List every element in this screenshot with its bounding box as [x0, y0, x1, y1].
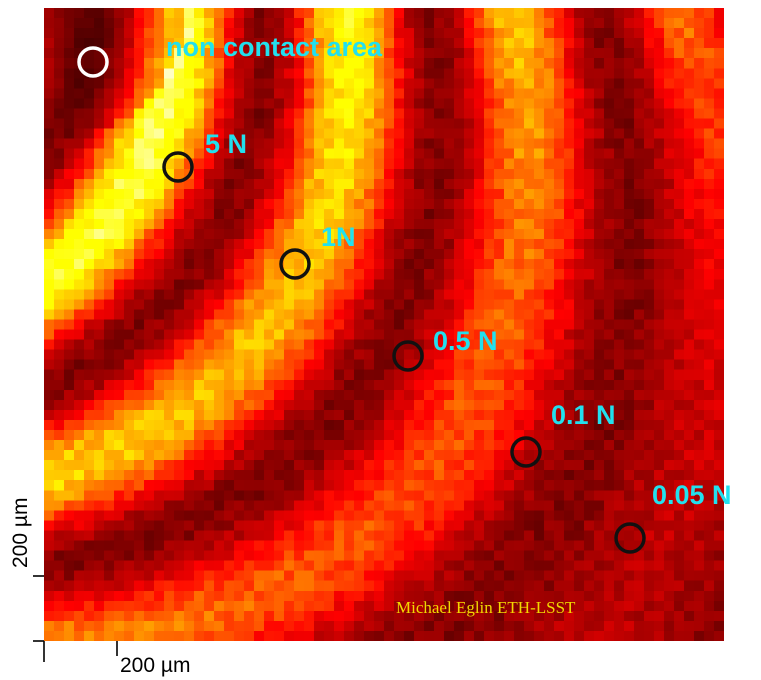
marker-ring-non-contact: [77, 46, 109, 78]
label-non-contact-area: non contact area: [166, 32, 383, 62]
label-0-5n: 0.5 N: [433, 326, 498, 356]
label-5n: 5 N: [205, 129, 248, 159]
intensity-heatmap: [44, 8, 724, 641]
author-credit: Michael Eglin ETH-LSST: [396, 598, 576, 617]
marker-ring-5n: [162, 151, 194, 183]
scale-bar-x-label: 200 µm: [120, 654, 191, 677]
marker-ring-1n: [279, 248, 311, 280]
marker-ring-0-1n: [510, 436, 542, 468]
label-1n: 1N: [321, 222, 356, 252]
label-0-1n: 0.1 N: [551, 400, 616, 430]
scale-bar-y-label: 200 µm: [9, 497, 32, 568]
marker-ring-0-5n: [392, 340, 424, 372]
marker-ring-0-05n: [614, 522, 646, 554]
label-0-05n: 0.05 N: [652, 480, 732, 510]
